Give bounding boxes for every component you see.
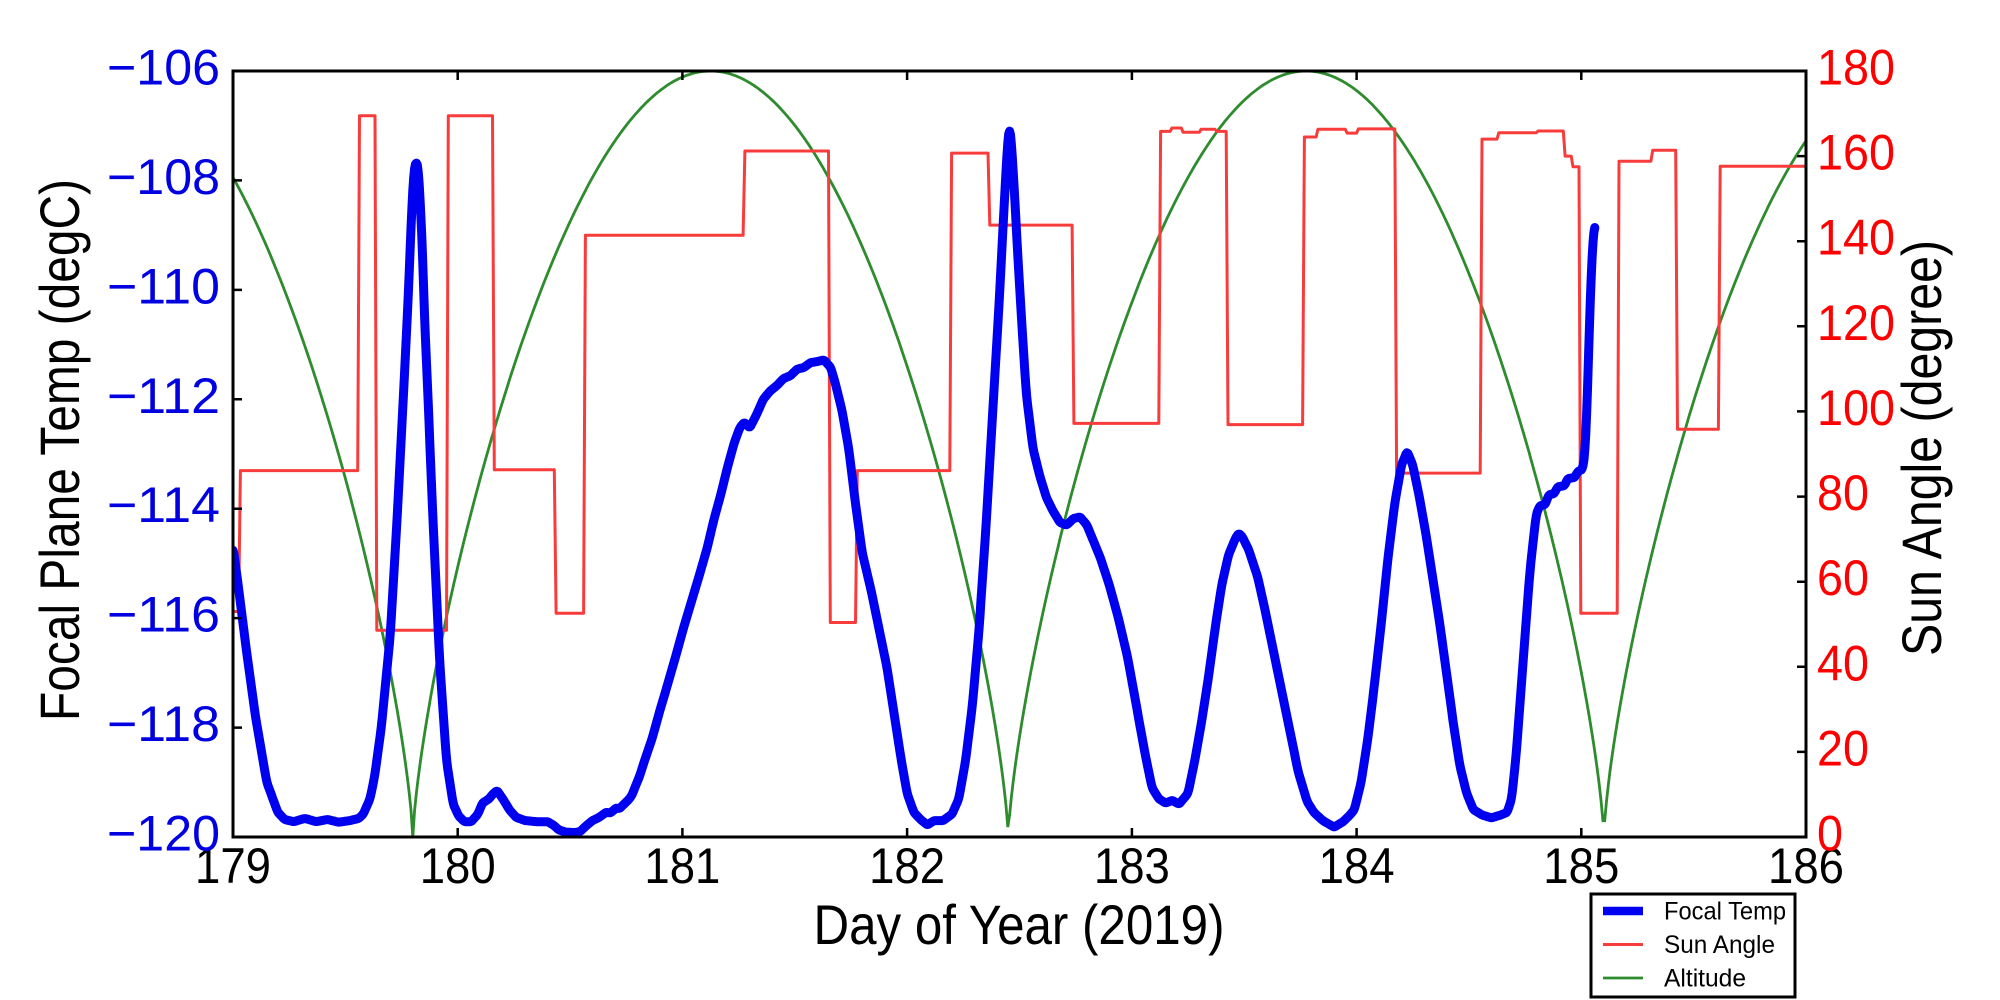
svg-text:−120: −120 — [107, 806, 220, 862]
svg-text:100: 100 — [1817, 380, 1895, 436]
svg-text:40: 40 — [1817, 635, 1869, 691]
svg-text:Day of Year (2019): Day of Year (2019) — [814, 893, 1225, 956]
svg-text:184: 184 — [1319, 838, 1395, 894]
svg-text:−118: −118 — [107, 696, 220, 752]
svg-text:Altitude: Altitude — [1664, 965, 1746, 993]
svg-text:179: 179 — [195, 838, 271, 894]
svg-text:183: 183 — [1094, 838, 1170, 894]
svg-text:185: 185 — [1543, 838, 1619, 894]
svg-text:20: 20 — [1817, 720, 1869, 776]
svg-text:Sun Angle (degree): Sun Angle (degree) — [1890, 240, 1953, 656]
svg-text:−110: −110 — [107, 258, 220, 314]
svg-text:140: 140 — [1817, 210, 1895, 266]
svg-text:80: 80 — [1817, 465, 1869, 521]
svg-text:0: 0 — [1817, 806, 1843, 862]
svg-text:−112: −112 — [107, 368, 220, 424]
svg-text:60: 60 — [1817, 550, 1869, 606]
svg-text:−108: −108 — [107, 149, 220, 205]
svg-text:181: 181 — [644, 838, 720, 894]
svg-text:180: 180 — [1817, 40, 1895, 96]
svg-text:182: 182 — [869, 838, 945, 894]
svg-text:160: 160 — [1817, 125, 1895, 181]
svg-text:−106: −106 — [107, 40, 220, 96]
svg-text:−114: −114 — [107, 477, 220, 533]
svg-text:120: 120 — [1817, 295, 1895, 351]
svg-text:Focal Plane Temp (degC): Focal Plane Temp (degC) — [28, 179, 91, 721]
svg-text:180: 180 — [420, 838, 496, 894]
svg-text:Sun Angle: Sun Angle — [1664, 931, 1775, 959]
svg-text:Focal Temp: Focal Temp — [1664, 898, 1786, 926]
svg-text:186: 186 — [1768, 838, 1844, 894]
svg-text:−116: −116 — [107, 587, 220, 643]
